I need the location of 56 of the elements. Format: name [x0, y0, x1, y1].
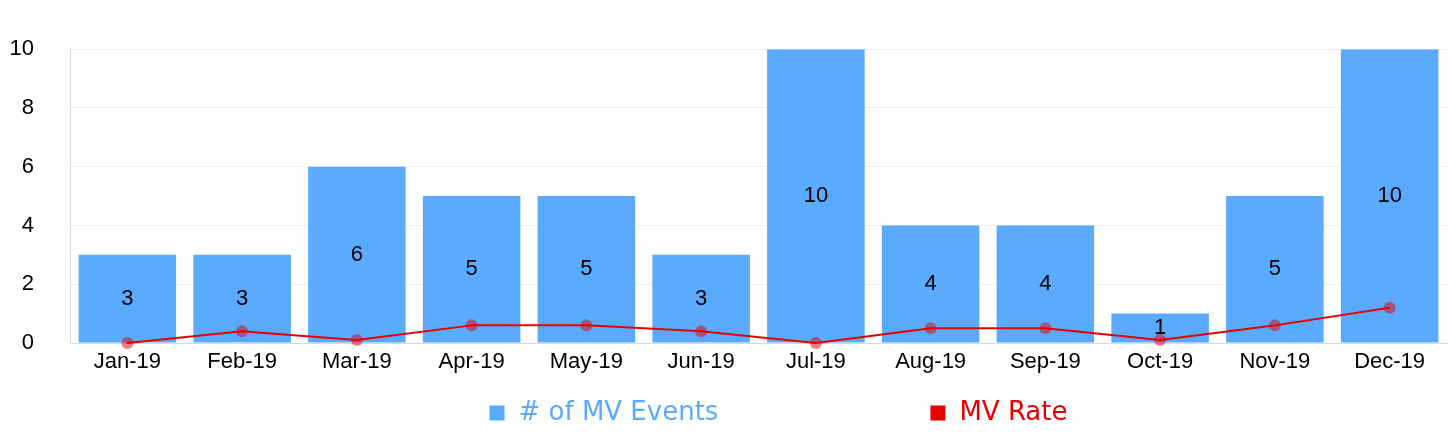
y-tick-label: 10 — [9, 35, 34, 61]
bar — [652, 254, 750, 343]
y-tick-label: 4 — [21, 211, 34, 237]
point — [924, 322, 937, 335]
bar — [78, 254, 177, 343]
data-label: 4 — [1039, 270, 1052, 296]
point — [580, 319, 593, 332]
data-label: 5 — [1268, 255, 1281, 281]
x-tick-label: Aug-19 — [895, 348, 967, 374]
x-tick-label: Oct-19 — [1127, 348, 1194, 374]
data-label: 3 — [236, 284, 249, 310]
bar — [193, 254, 291, 343]
bar — [1111, 313, 1209, 343]
data-label: 6 — [350, 240, 363, 266]
bar — [308, 166, 406, 343]
x-tick-label: Dec-19 — [1354, 348, 1426, 374]
y-tick-label: 2 — [21, 270, 34, 296]
legend-label: MV Rate — [959, 395, 1068, 426]
data-label: 3 — [121, 284, 134, 310]
x-tick-label: Jan-19 — [93, 348, 162, 374]
y-tick-label: 0 — [21, 329, 34, 355]
data-label: 4 — [924, 270, 937, 296]
x-tick-label: Mar-19 — [322, 348, 392, 374]
point — [809, 337, 822, 349]
legend-label: # of MV Events — [518, 395, 719, 426]
bar — [881, 225, 980, 343]
bar — [767, 49, 865, 343]
data-label: 5 — [580, 255, 593, 281]
x-tick-label: Jun-19 — [667, 348, 735, 374]
x-tick-label: Feb-19 — [207, 348, 277, 374]
x-tick-label: Sep-19 — [1009, 348, 1081, 374]
data-label: 5 — [465, 255, 478, 281]
point — [236, 325, 249, 338]
bar — [996, 225, 1095, 343]
bar — [1340, 49, 1439, 343]
bar — [1226, 196, 1324, 343]
point — [465, 319, 478, 332]
point — [1268, 319, 1281, 332]
point — [1154, 334, 1167, 347]
x-tick-label: Nov-19 — [1239, 348, 1311, 374]
bar — [422, 196, 521, 343]
x-tick-label: Apr-19 — [438, 348, 505, 374]
point — [695, 325, 708, 338]
data-label: 1 — [1154, 314, 1167, 340]
data-label: 10 — [1377, 181, 1402, 207]
y-tick-label: 6 — [21, 152, 34, 178]
point — [121, 337, 134, 349]
y-tick-label: 8 — [21, 94, 34, 120]
bar — [537, 196, 636, 343]
point — [1039, 322, 1052, 335]
data-label: 10 — [803, 181, 829, 207]
point — [350, 334, 363, 347]
x-tick-label: May-19 — [549, 348, 624, 374]
x-tick-label: Jul-19 — [785, 348, 846, 374]
data-label: 3 — [695, 284, 708, 310]
point — [1383, 301, 1396, 314]
